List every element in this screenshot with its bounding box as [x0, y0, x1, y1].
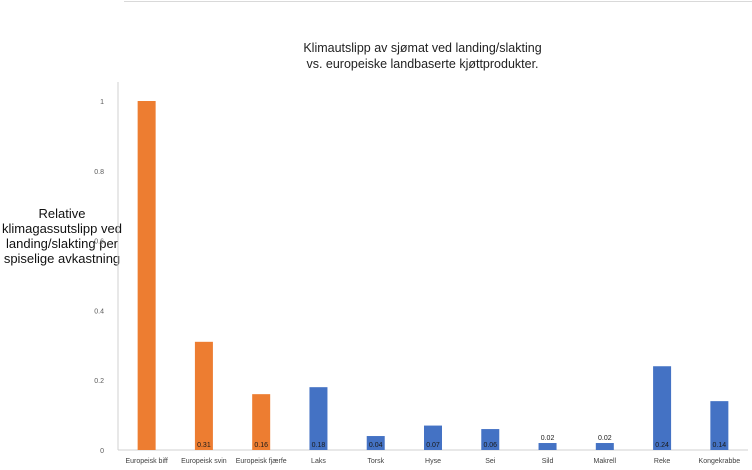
- data-label: 0.24: [655, 442, 669, 449]
- bar: [595, 443, 614, 450]
- bar: [481, 429, 500, 450]
- data-label: 0.02: [541, 435, 555, 442]
- category-label: Torsk: [367, 458, 384, 465]
- data-label: 0.04: [369, 442, 383, 449]
- category-label: Kongekrabbe: [699, 458, 741, 465]
- data-label: 0.07: [426, 442, 440, 449]
- category-label: Sild: [542, 458, 554, 465]
- category-label: Reke: [654, 458, 670, 465]
- category-label: Sei: [485, 458, 496, 465]
- category-label: Makrell: [594, 458, 617, 465]
- data-label: 0.31: [197, 442, 211, 449]
- bar: [710, 401, 729, 450]
- category-label: Europeisk fjærfe: [236, 458, 287, 465]
- bar: [252, 394, 271, 450]
- y-axis-title: Relative klimagassutslipp ved landing/sl…: [2, 206, 122, 266]
- y-tick-label: 0.8: [94, 169, 104, 176]
- category-label: Laks: [311, 458, 326, 465]
- category-label: Europeisk biff: [125, 458, 167, 465]
- bar: [366, 436, 385, 450]
- category-label: Hyse: [425, 458, 441, 465]
- top-divider: [124, 1, 752, 2]
- y-tick-label: 0: [100, 448, 104, 455]
- data-label: 0.18: [312, 442, 326, 449]
- y-tick-label: 0.6: [94, 239, 104, 246]
- bar: [653, 366, 672, 450]
- data-label: 0.14: [713, 442, 727, 449]
- data-label: 0.02: [598, 435, 612, 442]
- bar: [309, 387, 328, 450]
- data-label: 0.06: [483, 442, 497, 449]
- chart-title: Klimautslipp av sjømat ved landing/slakt…: [303, 41, 542, 71]
- bar: [538, 443, 557, 450]
- y-tick-label: 1: [100, 99, 104, 106]
- y-tick-label: 0.2: [94, 378, 104, 385]
- bar: [424, 425, 442, 450]
- data-label: 0.16: [254, 442, 268, 449]
- bar: [137, 101, 156, 450]
- y-tick-label: 0.4: [94, 308, 104, 315]
- category-label: Europeisk svin: [181, 458, 227, 465]
- bar: [194, 341, 213, 450]
